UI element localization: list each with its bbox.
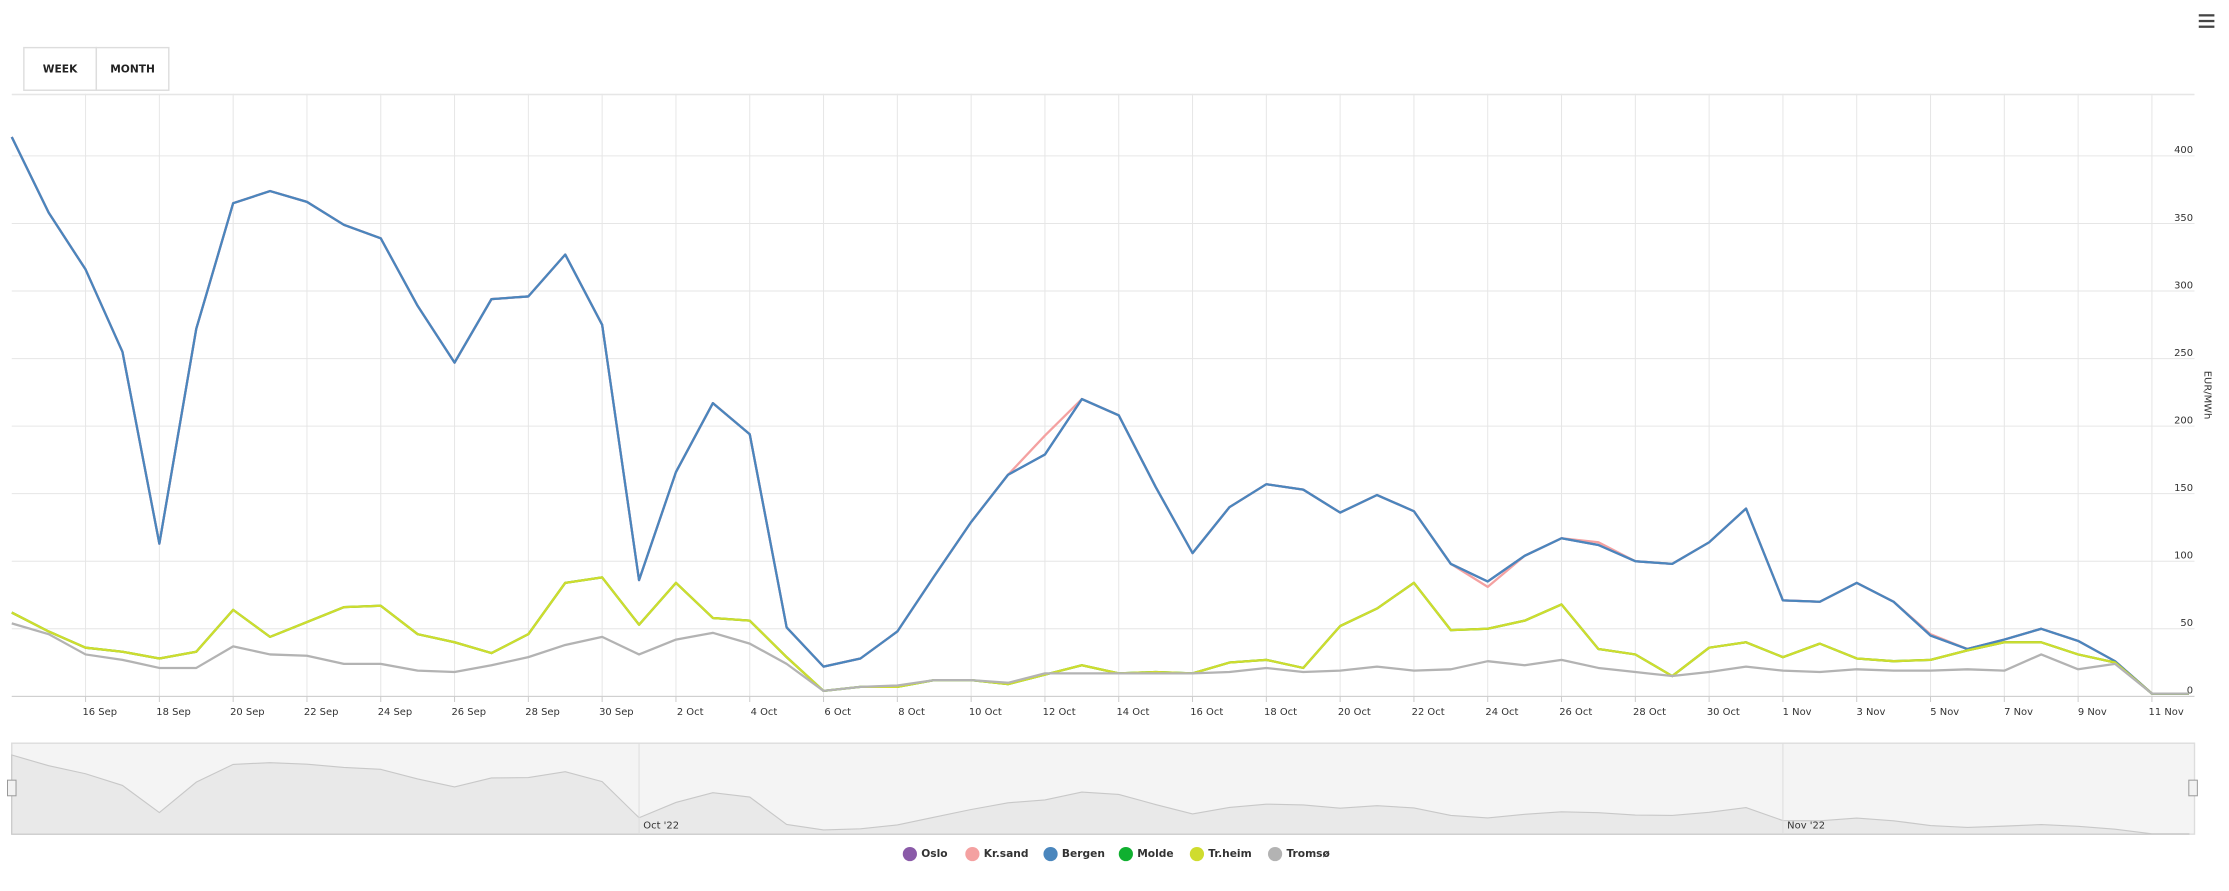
x-tick-label: 16 Oct <box>1190 707 1223 718</box>
legend-item[interactable]: Kr.sand <box>965 846 1029 862</box>
x-tick-label: 20 Oct <box>1338 707 1371 718</box>
x-tick-label: 1 Nov <box>1783 707 1812 718</box>
series-line <box>10 136 2189 695</box>
y-tick-label: 300 <box>2174 280 2193 291</box>
y-tick-label: 50 <box>2180 618 2193 629</box>
x-tick-label: 24 Sep <box>378 707 413 718</box>
y-tick-label: 350 <box>2174 213 2193 224</box>
legend-item[interactable]: Molde <box>1118 846 1174 862</box>
x-tick-label: 30 Sep <box>599 707 634 718</box>
legend-label: Tr.heim <box>1208 847 1251 860</box>
x-tick-label: 7 Nov <box>2004 707 2033 718</box>
legend-item[interactable]: Bergen <box>1043 846 1105 862</box>
month-button[interactable]: MONTH <box>95 46 170 91</box>
legend-item[interactable]: Oslo <box>902 846 948 862</box>
x-tick-label: 5 Nov <box>1930 707 1959 718</box>
x-tick-label: 3 Nov <box>1856 707 1885 718</box>
x-tick-label: 9 Nov <box>2078 707 2107 718</box>
x-tick-label: 18 Oct <box>1264 707 1297 718</box>
legend-swatch <box>1189 846 1205 862</box>
x-tick-label: 12 Oct <box>1043 707 1076 718</box>
legend-label: Oslo <box>921 847 947 860</box>
y-tick-label: 100 <box>2174 551 2193 562</box>
x-tick-label: 18 Sep <box>156 707 191 718</box>
x-tick-label: 22 Sep <box>304 707 339 718</box>
x-tick-label: 2 Oct <box>677 707 704 718</box>
x-tick-label: 24 Oct <box>1485 707 1518 718</box>
legend-label: Kr.sand <box>984 847 1029 860</box>
x-tick-label: 28 Oct <box>1633 707 1666 718</box>
button-label: WEEK <box>43 63 78 76</box>
legend-swatch <box>1043 846 1058 862</box>
week-button[interactable]: WEEK <box>23 46 98 91</box>
legend-swatch <box>902 846 917 862</box>
y-tick-label: 0 <box>2187 686 2193 697</box>
x-tick-label: 28 Sep <box>525 707 560 718</box>
series-line <box>11 622 2189 695</box>
button-box <box>23 46 98 91</box>
x-tick-label: 10 Oct <box>969 707 1002 718</box>
menu-bar <box>2198 14 2215 17</box>
x-tick-label: 26 Sep <box>451 707 486 718</box>
y-tick-label: 200 <box>2174 415 2193 426</box>
legend-swatch <box>1267 846 1283 862</box>
legend-swatch <box>1118 846 1133 862</box>
x-tick-label: 14 Oct <box>1116 707 1149 718</box>
y-tick-label: 400 <box>2174 145 2193 156</box>
navigator-label: Nov '22 <box>1787 821 1825 832</box>
legend-label: Bergen <box>1062 847 1105 860</box>
navigator-label: Oct '22 <box>643 821 679 832</box>
x-tick-label: 11 Nov <box>2149 707 2184 718</box>
legend-label: Molde <box>1137 847 1173 860</box>
y-axis-title: EUR/MWh <box>2201 371 2212 420</box>
legend-item[interactable]: Tr.heim <box>1189 846 1252 862</box>
x-tick-label: 8 Oct <box>898 707 925 718</box>
legend-item[interactable]: Tromsø <box>1267 846 1330 862</box>
x-tick-label: 20 Sep <box>230 707 265 718</box>
legend-label: Tromsø <box>1286 847 1329 860</box>
x-tick-label: 30 Oct <box>1707 707 1740 718</box>
x-tick-label: 22 Oct <box>1412 707 1445 718</box>
navigator-handle[interactable] <box>2188 779 2198 797</box>
menu-icon[interactable] <box>2198 14 2215 28</box>
menu-bar <box>2198 19 2215 23</box>
x-tick-label: 6 Oct <box>824 707 851 718</box>
x-tick-label: 4 Oct <box>751 707 778 718</box>
x-tick-label: 16 Sep <box>82 707 117 718</box>
button-label: MONTH <box>110 63 155 76</box>
series-line <box>11 576 2189 695</box>
y-tick-label: 250 <box>2174 348 2193 359</box>
button-box <box>95 46 170 91</box>
menu-bar <box>2198 25 2215 28</box>
series-line <box>11 576 2189 695</box>
navigator-handle[interactable] <box>7 779 17 797</box>
legend-swatch <box>965 846 980 862</box>
y-tick-label: 150 <box>2174 483 2193 494</box>
x-tick-label: 26 Oct <box>1559 707 1592 718</box>
navigator-area <box>11 754 2190 835</box>
